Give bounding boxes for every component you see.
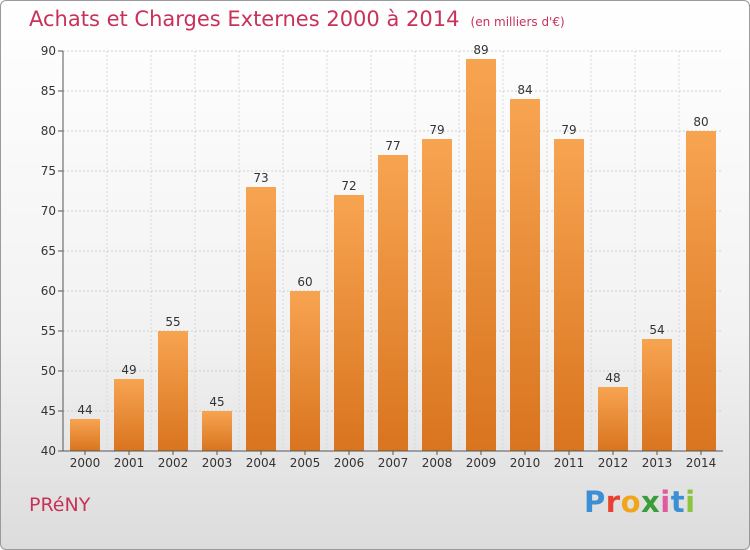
bar-value-label: 48 xyxy=(605,371,620,385)
y-tick-label: 90 xyxy=(41,44,56,58)
x-tick-label: 2005 xyxy=(290,456,321,470)
bar xyxy=(158,331,188,451)
bar-value-label: 79 xyxy=(429,123,444,137)
bar xyxy=(246,187,276,451)
x-tick-label: 2006 xyxy=(334,456,365,470)
logo-letter: i xyxy=(660,485,671,519)
proxiti-logo: Proxiti xyxy=(584,485,696,519)
bar-value-label: 60 xyxy=(297,275,312,289)
chart-title-text: Achats et Charges Externes 2000 à 2014 xyxy=(29,7,460,31)
logo-letter: t xyxy=(670,485,686,519)
bar xyxy=(598,387,628,451)
y-tick-label: 40 xyxy=(41,444,56,458)
bar-value-label: 79 xyxy=(561,123,576,137)
x-tick-label: 2003 xyxy=(202,456,233,470)
bar xyxy=(70,419,100,451)
chart-title: Achats et Charges Externes 2000 à 2014 (… xyxy=(29,7,565,31)
x-tick-label: 2001 xyxy=(114,456,145,470)
bar xyxy=(686,131,716,451)
y-tick-label: 75 xyxy=(41,164,56,178)
bar-value-label: 44 xyxy=(77,403,92,417)
chart-unit-text: (en milliers d'€) xyxy=(470,15,565,29)
logo-letter: o xyxy=(620,485,642,519)
y-tick-label: 85 xyxy=(41,84,56,98)
logo-letter: P xyxy=(584,485,606,519)
bar xyxy=(510,99,540,451)
x-tick-label: 2008 xyxy=(422,456,453,470)
y-tick-label: 55 xyxy=(41,324,56,338)
y-tick-label: 80 xyxy=(41,124,56,138)
bar-value-label: 89 xyxy=(473,43,488,57)
y-tick-label: 45 xyxy=(41,404,56,418)
bar-value-label: 55 xyxy=(165,315,180,329)
x-tick-label: 2013 xyxy=(642,456,673,470)
y-tick-label: 70 xyxy=(41,204,56,218)
bar-value-label: 73 xyxy=(253,171,268,185)
bar xyxy=(378,155,408,451)
bar-value-label: 84 xyxy=(517,83,532,97)
bar-value-label: 72 xyxy=(341,179,356,193)
y-tick-label: 50 xyxy=(41,364,56,378)
y-tick-label: 60 xyxy=(41,284,56,298)
x-tick-label: 2000 xyxy=(70,456,101,470)
bar-value-label: 45 xyxy=(209,395,224,409)
bar-value-label: 77 xyxy=(385,139,400,153)
x-tick-label: 2011 xyxy=(554,456,585,470)
x-tick-label: 2004 xyxy=(246,456,277,470)
bar xyxy=(466,59,496,451)
bar-value-label: 49 xyxy=(121,363,136,377)
logo-letter: x xyxy=(641,485,661,519)
bar xyxy=(114,379,144,451)
x-tick-label: 2010 xyxy=(510,456,541,470)
x-tick-label: 2009 xyxy=(466,456,497,470)
x-tick-label: 2012 xyxy=(598,456,629,470)
logo-letter: r xyxy=(605,485,621,519)
bar xyxy=(642,339,672,451)
bar xyxy=(422,139,452,451)
bar-value-label: 80 xyxy=(693,115,708,129)
x-tick-label: 2002 xyxy=(158,456,189,470)
commune-name: PRéNY xyxy=(29,494,91,516)
x-tick-label: 2014 xyxy=(686,456,717,470)
bar xyxy=(334,195,364,451)
y-tick-label: 65 xyxy=(41,244,56,258)
logo-letter: i xyxy=(685,485,696,519)
bar xyxy=(290,291,320,451)
bar xyxy=(202,411,232,451)
bar xyxy=(554,139,584,451)
x-tick-label: 2007 xyxy=(378,456,409,470)
bar-value-label: 54 xyxy=(649,323,664,337)
